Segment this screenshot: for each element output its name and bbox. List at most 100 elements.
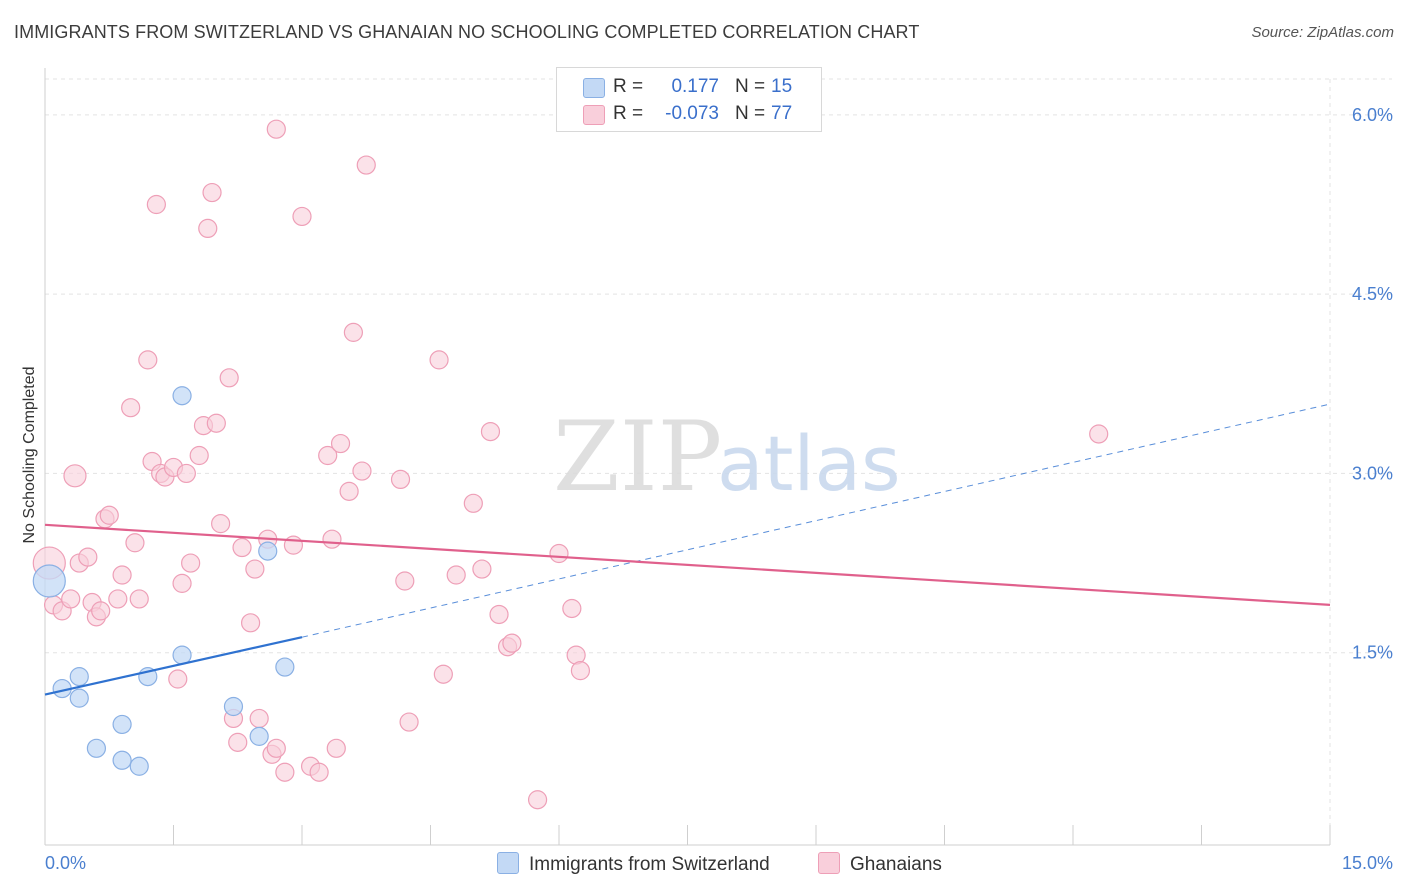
ghanaians-point	[121, 398, 141, 418]
ghanaians-point	[292, 206, 312, 227]
ghanaians-point	[463, 493, 483, 513]
bottom-legend-label: Ghanaians	[850, 854, 942, 875]
legend-n-label: N =	[735, 76, 766, 97]
ghanaians-point	[343, 322, 363, 342]
ghanaians-point	[228, 732, 248, 752]
switzerland-point	[249, 726, 269, 746]
bottom-legend-swatch-blue	[497, 852, 519, 874]
legend-r-value: -0.073	[665, 103, 719, 124]
ghanaians-point	[125, 533, 145, 553]
ghanaians-point	[489, 604, 509, 625]
ghanaians-point	[206, 413, 226, 433]
y-tick-label: 1.5%	[1352, 643, 1393, 663]
legend-n-label: N =	[735, 103, 766, 124]
legend-r-label: R =	[613, 103, 644, 124]
switzerland-point	[69, 667, 89, 687]
ghanaians-point	[429, 350, 449, 370]
watermark-atlas: atlas	[717, 419, 901, 508]
ghanaians-point	[219, 368, 239, 388]
ghanaians-point	[330, 433, 351, 454]
ghanaians-point	[108, 589, 128, 609]
ghanaians-point	[146, 194, 166, 215]
ghanaians-point	[395, 571, 415, 591]
ghanaians-point	[326, 738, 346, 758]
ghanaians-point	[399, 712, 419, 732]
ghanaians-point	[472, 559, 492, 579]
ghanaians-point	[232, 537, 252, 558]
ghanaians-point	[61, 589, 81, 609]
switzerland-point	[69, 688, 89, 708]
y-tick-label: 6.0%	[1352, 105, 1393, 125]
axes	[44, 68, 1331, 846]
switzerland-point	[172, 645, 192, 665]
switzerland-point	[112, 714, 132, 735]
source-label: Source: ZipAtlas.com	[1251, 24, 1394, 41]
legend-swatch-pink	[583, 105, 605, 125]
legend-row-ghanaians: R = -0.073 N = 77	[557, 101, 821, 129]
trend-lines	[44, 403, 1331, 696]
ghanaians-point	[168, 669, 188, 689]
switzerland-point	[172, 386, 192, 406]
ghanaians-point	[241, 613, 261, 633]
ghanaians-point	[202, 182, 222, 203]
switzerland-point	[86, 738, 107, 758]
switzerland-point	[112, 750, 132, 770]
ghanaians-point	[112, 565, 132, 585]
switzerland-point	[129, 756, 149, 776]
ghanaians-point	[172, 573, 192, 593]
chart-title: IMMIGRANTS FROM SWITZERLAND VS GHANAIAN …	[14, 22, 920, 42]
switzerland-point	[275, 657, 295, 677]
y-tick-label: 3.0%	[1352, 463, 1393, 483]
ghanaians-point	[138, 350, 158, 370]
bottom-legend-ghanaians: Ghanaians	[818, 852, 942, 876]
ghanaians-point	[249, 708, 269, 729]
bottom-legend-swatch-pink	[818, 852, 840, 874]
ghanaians-point	[339, 481, 359, 501]
legend-n-value: 77	[771, 103, 793, 124]
y-tick-label: 4.5%	[1352, 284, 1393, 304]
tick-labels: 1.5% 3.0% 4.5% 6.0% 0.0% 15.0%	[45, 105, 1393, 873]
legend-n-value: 15	[771, 76, 793, 97]
ghanaians-point	[176, 463, 196, 484]
switzerland-point	[223, 696, 244, 717]
bottom-legend-switzerland: Immigrants from Switzerland	[497, 852, 770, 876]
ghanaians-point	[433, 664, 453, 684]
ghanaians-point	[99, 505, 119, 525]
ghanaians-point	[1089, 424, 1109, 444]
ghanaians-points	[32, 119, 1109, 810]
ghanaians-point	[502, 633, 522, 653]
legend-row-switzerland: R = 0.177 N = 15	[557, 74, 821, 102]
ghanaians-point	[63, 464, 87, 488]
ghanaians-point	[266, 119, 286, 139]
x-tick-label: 0.0%	[45, 853, 86, 873]
ghanaians-point	[211, 514, 231, 534]
x-tick-label: 15.0%	[1342, 853, 1393, 873]
switzerland-point	[32, 564, 66, 598]
ghanaians-point	[570, 661, 591, 681]
ghanaians-point	[318, 445, 338, 466]
ghanaians-point	[527, 790, 548, 810]
ghanaians-point	[275, 762, 295, 782]
watermark: ZIP atlas	[553, 401, 901, 513]
y-axis-label: No Schooling Completed	[21, 367, 38, 544]
legend-r-value: 0.177	[671, 76, 719, 97]
ghanaians-point	[309, 762, 329, 782]
bottom-legend-label: Immigrants from Switzerland	[529, 854, 770, 875]
ghanaians-point	[562, 598, 582, 619]
ghanaians-point	[390, 469, 411, 490]
ghanaians-point	[245, 559, 265, 579]
ghanaians-point	[129, 589, 149, 609]
ghanaians-point	[356, 155, 376, 175]
ghanaians-point	[480, 421, 501, 442]
ghanaians-point	[91, 601, 111, 621]
ghanaians-point	[266, 738, 286, 758]
legend-swatch-blue	[583, 78, 605, 98]
ghanaians-point	[181, 553, 201, 573]
ghanaians-point	[189, 445, 209, 466]
watermark-zip: ZIP	[553, 401, 722, 513]
correlation-legend: R = 0.177 N = 15 R = -0.073 N = 77	[556, 67, 822, 132]
ghanaians-point	[78, 547, 98, 567]
ghanaians-point	[549, 543, 569, 564]
ghanaians-point	[322, 529, 342, 549]
